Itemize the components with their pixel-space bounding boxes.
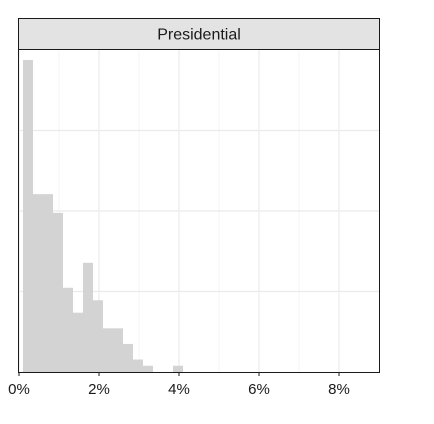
facet-strip xyxy=(18,18,380,50)
histogram-bar xyxy=(73,312,83,372)
histogram-bar xyxy=(113,328,123,372)
histogram-bar xyxy=(33,194,43,372)
histogram-bar xyxy=(93,300,103,372)
x-axis-tick-labels: 0% 2% 4% 6% 8% xyxy=(8,381,350,398)
histogram-bar xyxy=(83,262,93,372)
x-tick-label: 8% xyxy=(328,381,350,398)
histogram-bar xyxy=(23,60,33,372)
plot-panel-border xyxy=(18,49,380,373)
x-tick-label: 4% xyxy=(168,381,190,398)
histogram-bar xyxy=(143,365,153,372)
x-axis-ticks xyxy=(18,372,340,376)
histogram-bar xyxy=(173,365,183,372)
histogram-bar xyxy=(63,287,73,372)
x-tick-label: 0% xyxy=(8,381,30,398)
histogram-bars xyxy=(23,60,183,372)
histogram-bar xyxy=(43,194,53,372)
histogram-bar xyxy=(53,212,63,372)
facet-label: Presidential xyxy=(157,27,241,44)
grid xyxy=(18,50,379,372)
histogram-bar xyxy=(123,343,133,372)
x-tick-label: 2% xyxy=(88,381,110,398)
histogram-bar xyxy=(103,328,113,372)
histogram-bar xyxy=(133,359,143,372)
x-tick-label: 6% xyxy=(248,381,270,398)
